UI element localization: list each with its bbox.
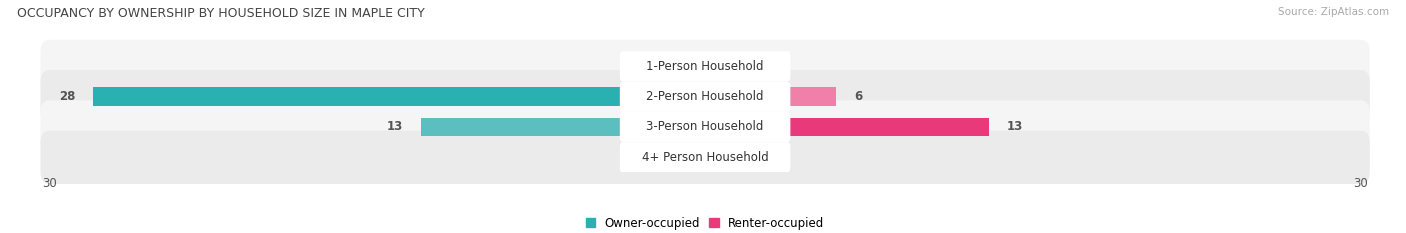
FancyBboxPatch shape xyxy=(620,51,790,82)
Text: 3-Person Household: 3-Person Household xyxy=(647,120,763,134)
Text: 4+ Person Household: 4+ Person Household xyxy=(641,151,769,164)
Text: 28: 28 xyxy=(59,90,76,103)
Bar xyxy=(706,87,837,106)
Text: 13: 13 xyxy=(387,120,404,134)
FancyBboxPatch shape xyxy=(620,112,790,142)
FancyBboxPatch shape xyxy=(41,100,1369,154)
Text: 13: 13 xyxy=(1007,120,1024,134)
Text: 0: 0 xyxy=(654,151,661,164)
Bar xyxy=(706,57,731,76)
Text: 1-Person Household: 1-Person Household xyxy=(647,60,763,73)
Text: 6: 6 xyxy=(853,90,862,103)
Legend: Owner-occupied, Renter-occupied: Owner-occupied, Renter-occupied xyxy=(586,216,824,230)
FancyBboxPatch shape xyxy=(41,70,1369,123)
Text: 2-Person Household: 2-Person Household xyxy=(647,90,763,103)
Bar xyxy=(93,87,706,106)
Text: Source: ZipAtlas.com: Source: ZipAtlas.com xyxy=(1278,7,1389,17)
Bar xyxy=(420,118,706,136)
Text: OCCUPANCY BY OWNERSHIP BY HOUSEHOLD SIZE IN MAPLE CITY: OCCUPANCY BY OWNERSHIP BY HOUSEHOLD SIZE… xyxy=(17,7,425,20)
Bar xyxy=(679,148,706,167)
FancyBboxPatch shape xyxy=(41,131,1369,184)
Text: 0: 0 xyxy=(654,60,661,73)
FancyBboxPatch shape xyxy=(41,40,1369,93)
Bar xyxy=(706,118,990,136)
FancyBboxPatch shape xyxy=(620,82,790,112)
Bar xyxy=(706,148,731,167)
FancyBboxPatch shape xyxy=(620,142,790,172)
Bar xyxy=(679,57,706,76)
Text: 0: 0 xyxy=(749,60,756,73)
Text: 0: 0 xyxy=(749,151,756,164)
